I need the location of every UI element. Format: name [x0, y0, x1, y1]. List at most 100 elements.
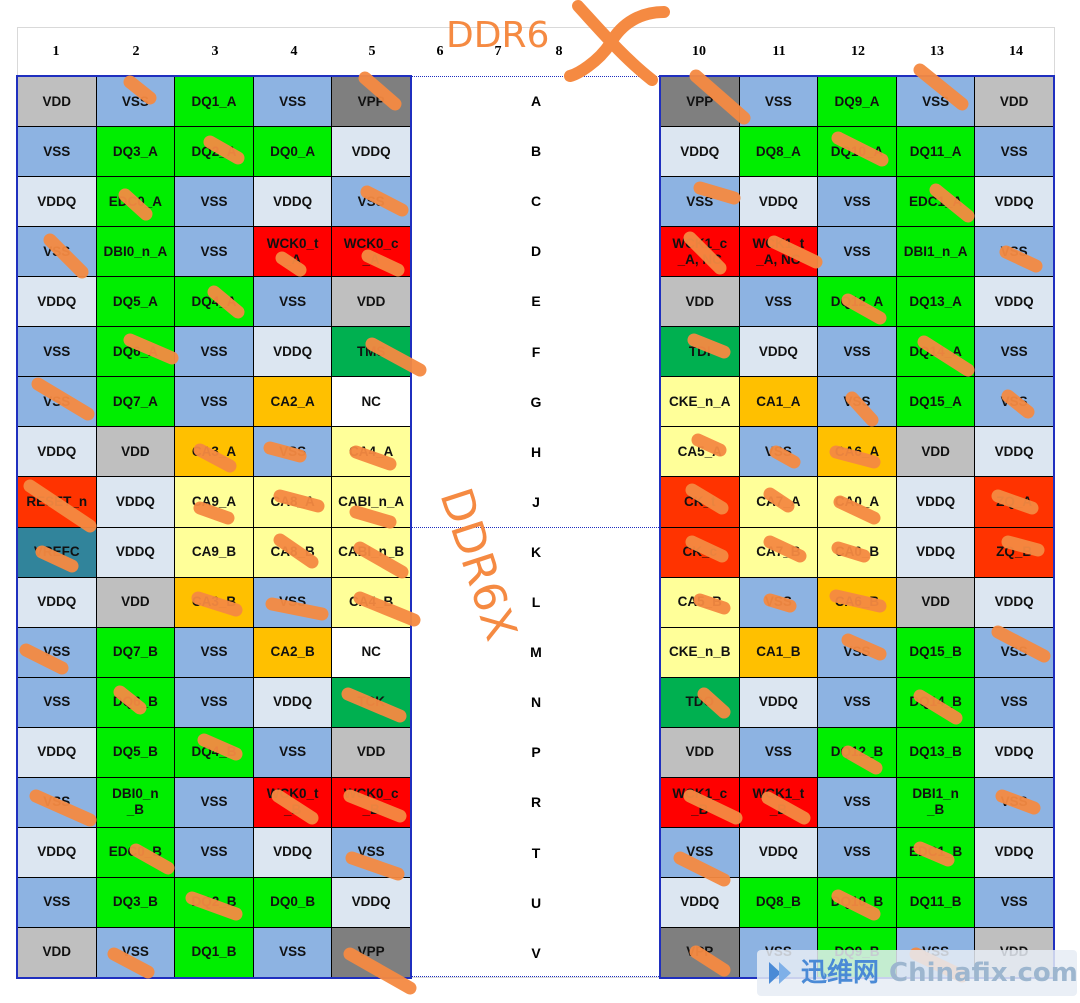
pin-cell: DQ1_B — [175, 927, 253, 977]
pin-cell: VDD — [975, 77, 1053, 127]
chinafix-logo-icon — [769, 962, 791, 984]
pin-cell: VSS — [818, 327, 896, 377]
pin-cell: VSS — [739, 727, 818, 777]
pin-cell: VSS — [175, 677, 253, 727]
pin-cell: VSS — [332, 827, 410, 877]
bottom-divider-line — [410, 976, 661, 977]
row-label-N: N — [530, 694, 542, 711]
row-label-B: B — [530, 143, 542, 160]
pin-cell: VSS — [253, 577, 332, 627]
pin-cell: DQ13_A — [896, 277, 975, 327]
pin-cell: VSS — [975, 677, 1053, 727]
pin-cell: VSS — [175, 827, 253, 877]
pin-cell: VSS — [175, 777, 253, 827]
cross-out-mark — [564, 0, 670, 86]
chinafix-watermark: 迅维网 Chinafix.com — [757, 950, 1078, 996]
pin-cell: VDDQ — [896, 527, 975, 577]
pin-cell: CA8_A — [253, 477, 332, 527]
pin-cell: VSS — [332, 177, 410, 227]
pin-cell: VDDQ — [975, 827, 1053, 877]
pin-cell: VSS — [975, 877, 1053, 927]
pin-cell: VDDQ — [739, 327, 818, 377]
column-header-13: 13 — [930, 44, 944, 59]
pin-cell: DBI0_n_A — [96, 227, 175, 277]
pin-cell: VDD — [896, 577, 975, 627]
watermark-english-text: Chinafix.com — [889, 958, 1078, 988]
pin-cell: VSS — [175, 327, 253, 377]
pin-cell: DQ4_B — [175, 727, 253, 777]
pin-cell: VDDQ — [253, 677, 332, 727]
pin-cell: VDDQ — [661, 877, 739, 927]
pin-cell: VDDQ — [661, 127, 739, 177]
pin-cell: DQ12_A — [818, 277, 896, 327]
pin-cell: CA6_A — [818, 427, 896, 477]
pin-cell: VSS — [818, 827, 896, 877]
right-pin-grid: VPP VSS DQ9_A VSS VDD VDDQ DQ8_A DQ10_A DQ11_A VS… — [659, 75, 1055, 979]
pin-cell: CKE_n_A — [661, 377, 739, 427]
row-label-L: L — [531, 594, 541, 610]
pin-cell: DQ5_B — [96, 727, 175, 777]
pin-cell: VDDQ — [18, 177, 96, 227]
pin-cell: VSS — [975, 377, 1053, 427]
pin-cell: DQ10_A — [818, 127, 896, 177]
pin-cell: VPP — [332, 77, 410, 127]
pin-cell: VSS — [739, 277, 818, 327]
pin-cell: VDDQ — [975, 177, 1053, 227]
pin-cell: RESET_n — [18, 477, 96, 527]
pin-cell: DQ6_B — [96, 677, 175, 727]
pin-cell: ZQ_B — [975, 527, 1053, 577]
pin-cell: VDDQ — [975, 427, 1053, 477]
pin-cell: VDD — [896, 427, 975, 477]
row-label-K: K — [530, 543, 542, 560]
pin-cell: DQ0_A — [253, 127, 332, 177]
ddr6-handwritten-label: DDR6 — [446, 15, 550, 56]
pin-cell: VDDQ — [739, 827, 818, 877]
pin-cell: CA9_A — [175, 477, 253, 527]
pin-cell: VDD — [661, 727, 739, 777]
pin-cell: DQ2_A — [175, 127, 253, 177]
pin-cell: CA5_B — [661, 577, 739, 627]
row-label-D: D — [530, 243, 542, 260]
column-header-1: 1 — [52, 44, 60, 59]
pin-cell: VSS — [975, 227, 1053, 277]
pin-cell: VSS — [818, 177, 896, 227]
pin-cell: DBI0_n _B — [96, 777, 175, 827]
column-header-5: 5 — [368, 44, 376, 59]
pin-cell: DQ1_A — [175, 77, 253, 127]
pin-cell: VSS — [96, 77, 175, 127]
pin-cell: CA2_A — [253, 377, 332, 427]
pin-cell: VDDQ — [18, 577, 96, 627]
pin-cell: VDD — [96, 427, 175, 477]
pin-cell: VSS — [18, 877, 96, 927]
pin-cell: DQ6_A — [96, 327, 175, 377]
pin-cell: CABI_n_A — [332, 477, 410, 527]
pin-cell: CK_t — [661, 477, 739, 527]
top-divider-line — [410, 76, 661, 77]
column-header-3: 3 — [211, 44, 219, 59]
pin-cell: WCK1_t _B — [739, 777, 818, 827]
pin-cell: VSS — [661, 827, 739, 877]
row-label-J: J — [532, 493, 540, 510]
pin-cell: CA0_B — [818, 527, 896, 577]
pin-cell: VDD — [18, 77, 96, 127]
pin-cell: VDDQ — [96, 527, 175, 577]
pin-cell: VSS — [253, 277, 332, 327]
watermark-chinese-text: 迅维网 — [801, 958, 880, 988]
pin-cell: VDD — [661, 277, 739, 327]
pin-cell: DQ13_B — [896, 727, 975, 777]
pin-cell: VDDQ — [18, 727, 96, 777]
pin-cell: WCK0_c _B — [332, 777, 410, 827]
pin-cell: VDDQ — [332, 127, 410, 177]
pin-cell: VSS — [818, 777, 896, 827]
row-label-F: F — [531, 343, 541, 360]
pin-cell: DQ14_A — [896, 327, 975, 377]
pin-cell: VDDQ — [96, 477, 175, 527]
row-label-E: E — [531, 293, 541, 310]
pin-cell: DQ5_A — [96, 277, 175, 327]
pin-cell: WCK0_t _A — [253, 227, 332, 277]
column-header-12: 12 — [851, 44, 865, 59]
pin-cell: DQ8_A — [739, 127, 818, 177]
pin-cell: VDDQ — [18, 427, 96, 477]
column-header-11: 11 — [772, 44, 786, 59]
pin-cell: TDI — [661, 327, 739, 377]
